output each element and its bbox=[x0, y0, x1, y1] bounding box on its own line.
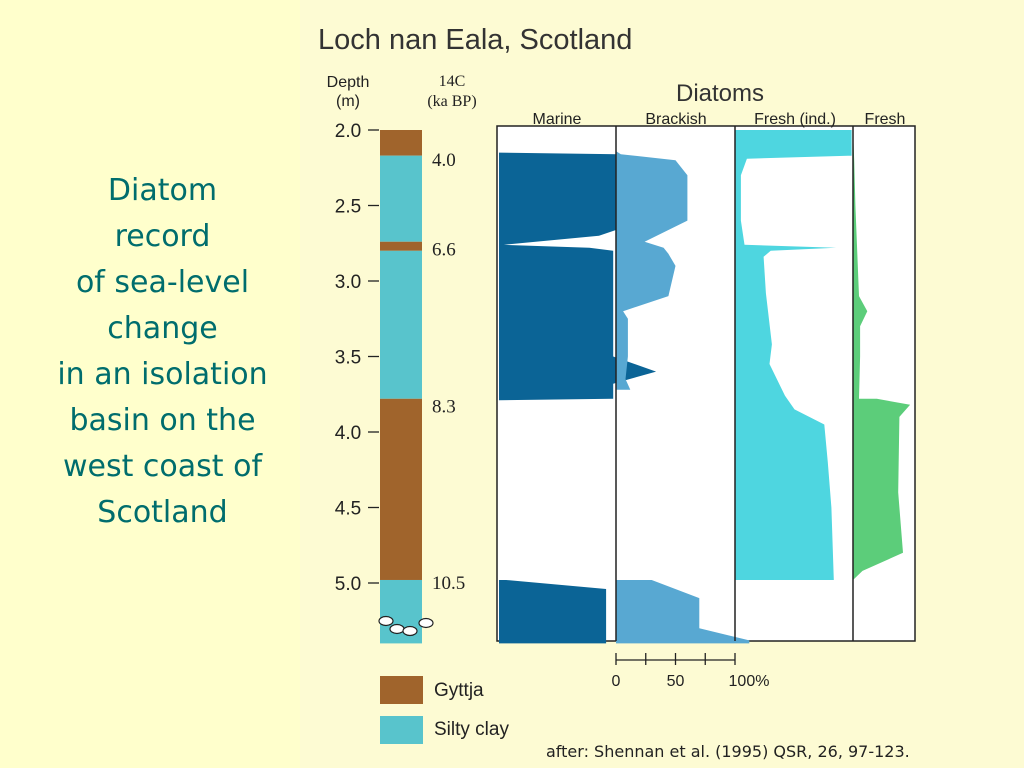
depth-tick-label: 3.0 bbox=[335, 272, 361, 293]
series-headers: Marine Brackish Fresh (ind.) Fresh bbox=[533, 111, 906, 128]
series-header-marine: Marine bbox=[533, 111, 582, 128]
series-area-fresh bbox=[853, 130, 911, 580]
chart-title: Loch nan Eala, Scotland bbox=[318, 24, 632, 56]
age-label: 4.0 bbox=[432, 150, 456, 171]
percent-tick-label: 100% bbox=[729, 673, 770, 690]
depth-tick-label: 2.5 bbox=[335, 197, 361, 218]
legend-label-silty-clay: Silty clay bbox=[434, 719, 509, 740]
citation: after: Shennan et al. (1995) QSR, 26, 97… bbox=[546, 742, 910, 761]
caption-line: in an isolation bbox=[57, 357, 268, 392]
series-area-marine bbox=[499, 152, 657, 644]
legend-label-gyttja: Gyttja bbox=[434, 680, 484, 701]
depth-axis: 2.0 2.5 3.0 3.5 4.0 4.5 5.0 bbox=[335, 121, 379, 595]
depth-tick-label: 3.5 bbox=[335, 348, 361, 369]
series-area-brackish bbox=[616, 151, 750, 644]
caption-line: of sea-level bbox=[75, 265, 250, 300]
depth-label-line2: (m) bbox=[336, 93, 360, 110]
caption-line: Diatom bbox=[107, 173, 218, 208]
lithology-layer-gyttja bbox=[380, 398, 422, 580]
lithology-layer-gyttja bbox=[380, 241, 422, 251]
series-header-fresh: Fresh bbox=[865, 111, 906, 128]
percent-axis: 0 50 100% bbox=[612, 653, 770, 690]
depth-tick-label: 4.5 bbox=[335, 499, 361, 520]
pebble bbox=[402, 625, 418, 637]
depth-tick-label: 2.0 bbox=[335, 121, 361, 142]
age-label: 6.6 bbox=[432, 239, 456, 260]
age-label-line1: 14C bbox=[439, 73, 466, 90]
depth-label-line1: Depth bbox=[327, 74, 370, 91]
legend-swatch-silty-clay bbox=[380, 716, 423, 744]
age-labels: 4.0 6.6 8.3 10.5 bbox=[432, 150, 465, 594]
diatom-series bbox=[499, 126, 911, 644]
series-header-fresh-ind: Fresh (ind.) bbox=[754, 111, 836, 128]
lithology-layer-gyttja bbox=[380, 130, 422, 156]
pebble bbox=[389, 623, 405, 635]
lithology-column bbox=[380, 130, 422, 644]
age-label: 8.3 bbox=[432, 396, 456, 417]
age-label: 10.5 bbox=[432, 573, 465, 594]
diatom-figure: Loch nan Eala, Scotland Depth (m) 14C (k… bbox=[300, 0, 1024, 768]
group-label: Diatoms bbox=[676, 80, 764, 107]
pebble bbox=[418, 617, 434, 629]
pebble bbox=[378, 615, 394, 627]
legend: Gyttja Silty clay bbox=[380, 676, 509, 744]
percent-tick-label: 50 bbox=[667, 673, 685, 690]
legend-swatch-gyttja bbox=[380, 676, 423, 704]
age-label-line2: (ka BP) bbox=[427, 93, 476, 110]
diatom-diagram: Loch nan Eala, Scotland Depth (m) 14C (k… bbox=[318, 24, 916, 761]
percent-tick-label: 0 bbox=[612, 673, 621, 690]
caption-line: record bbox=[114, 219, 211, 254]
caption-line: change bbox=[107, 311, 218, 346]
lithology-layer-silty-clay bbox=[380, 155, 422, 242]
lithology-layer-silty-clay bbox=[380, 250, 422, 399]
depth-tick-label: 4.0 bbox=[335, 423, 361, 444]
depth-tick-label: 5.0 bbox=[335, 574, 361, 595]
series-header-brackish: Brackish bbox=[645, 111, 706, 128]
slide-caption: Diatom record of sea-level change in an … bbox=[20, 168, 305, 536]
caption-line: Scotland bbox=[97, 495, 228, 530]
pebble-symbols bbox=[378, 615, 434, 637]
caption-line: west coast of bbox=[63, 449, 262, 484]
caption-line: basin on the bbox=[69, 403, 256, 438]
series-area-fresh-ind bbox=[735, 130, 852, 644]
